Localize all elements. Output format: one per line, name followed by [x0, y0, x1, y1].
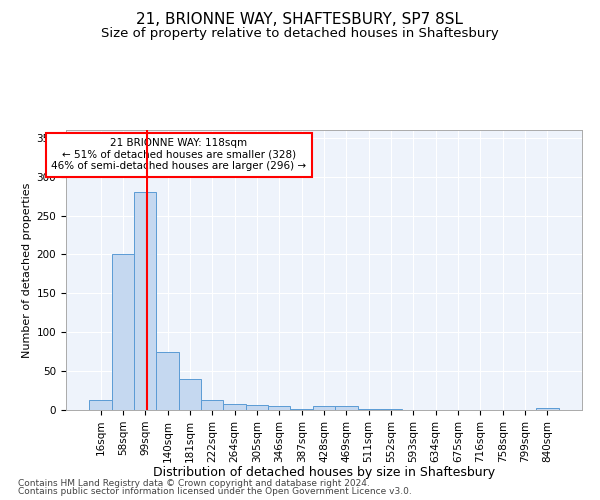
- Y-axis label: Number of detached properties: Number of detached properties: [22, 182, 32, 358]
- Text: Contains HM Land Registry data © Crown copyright and database right 2024.: Contains HM Land Registry data © Crown c…: [18, 478, 370, 488]
- Text: Contains public sector information licensed under the Open Government Licence v3: Contains public sector information licen…: [18, 487, 412, 496]
- Bar: [157, 352, 179, 410]
- Bar: [179, 379, 201, 410]
- X-axis label: Distribution of detached houses by size in Shaftesbury: Distribution of detached houses by size …: [153, 466, 495, 479]
- Text: 21, BRIONNE WAY, SHAFTESBURY, SP7 8SL: 21, BRIONNE WAY, SHAFTESBURY, SP7 8SL: [137, 12, 464, 28]
- Bar: [268, 406, 290, 410]
- Bar: [290, 409, 313, 410]
- Bar: [358, 409, 380, 410]
- Bar: [112, 254, 134, 410]
- Text: Size of property relative to detached houses in Shaftesbury: Size of property relative to detached ho…: [101, 28, 499, 40]
- Bar: [223, 404, 246, 410]
- Bar: [335, 406, 358, 410]
- Bar: [89, 400, 112, 410]
- Bar: [134, 192, 157, 410]
- Text: 21 BRIONNE WAY: 118sqm
← 51% of detached houses are smaller (328)
46% of semi-de: 21 BRIONNE WAY: 118sqm ← 51% of detached…: [51, 138, 307, 172]
- Bar: [313, 406, 335, 410]
- Bar: [380, 409, 402, 410]
- Bar: [201, 400, 223, 410]
- Bar: [536, 408, 559, 410]
- Bar: [246, 406, 268, 410]
